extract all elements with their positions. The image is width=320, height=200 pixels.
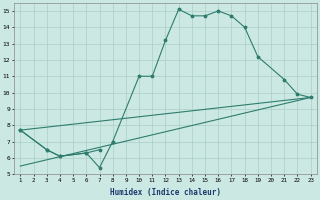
X-axis label: Humidex (Indice chaleur): Humidex (Indice chaleur)	[110, 188, 221, 197]
